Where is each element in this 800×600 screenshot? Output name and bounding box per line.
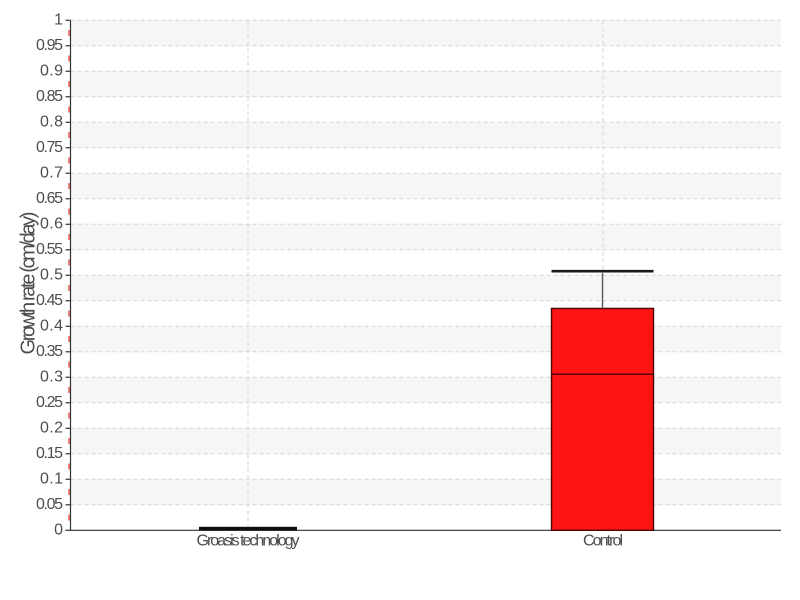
svg-text:0.95: 0.95 [36, 37, 63, 54]
svg-text:0.9: 0.9 [40, 62, 63, 79]
svg-text:0.45: 0.45 [36, 292, 63, 309]
svg-text:0: 0 [54, 522, 63, 539]
svg-text:0.35: 0.35 [36, 343, 63, 360]
svg-text:0.65: 0.65 [36, 190, 63, 207]
svg-text:0.85: 0.85 [36, 88, 63, 105]
svg-text:0.7: 0.7 [40, 164, 63, 181]
svg-text:0.25: 0.25 [36, 394, 63, 411]
svg-text:0.5: 0.5 [40, 266, 63, 283]
svg-text:0.55: 0.55 [36, 241, 63, 258]
svg-text:0.1: 0.1 [40, 471, 63, 488]
svg-text:0.15: 0.15 [36, 445, 63, 462]
svg-text:0.2: 0.2 [40, 420, 63, 437]
svg-text:1: 1 [54, 11, 63, 28]
svg-text:Growth rate (cm/day): Growth rate (cm/day) [17, 212, 39, 355]
svg-text:0.6: 0.6 [40, 215, 63, 232]
svg-text:0.3: 0.3 [40, 368, 63, 385]
svg-text:0.05: 0.05 [36, 496, 63, 513]
svg-text:0.4: 0.4 [40, 317, 63, 334]
svg-text:0.75: 0.75 [36, 139, 63, 156]
svg-text:0.8: 0.8 [40, 113, 63, 130]
svg-text:Groasis technology: Groasis technology [197, 532, 300, 549]
svg-text:Control: Control [583, 532, 623, 549]
